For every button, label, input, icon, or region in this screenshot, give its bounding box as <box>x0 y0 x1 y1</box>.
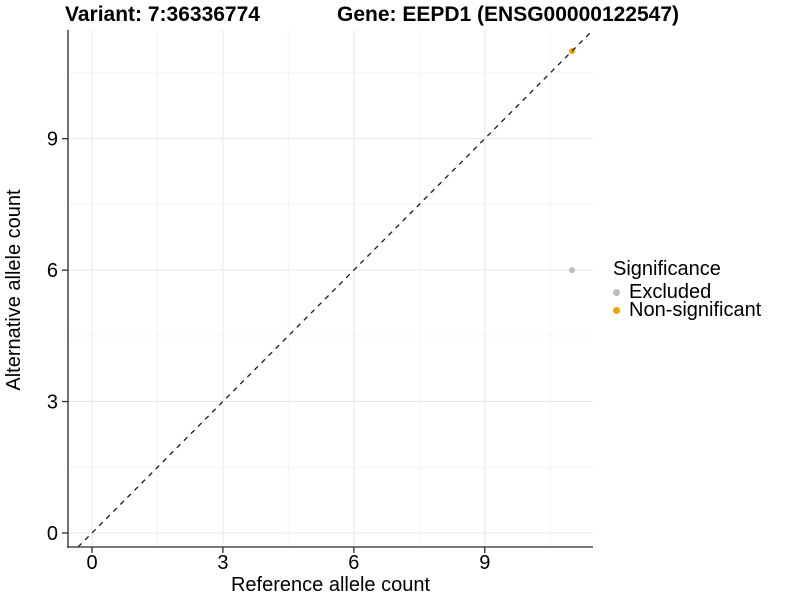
x-tick-label: 0 <box>86 552 97 574</box>
excluded-dot-icon <box>613 288 620 296</box>
legend-item-excluded: Excluded <box>613 280 761 303</box>
y-tick-label: 9 <box>47 129 58 151</box>
y-tick-label: 3 <box>47 392 58 414</box>
identity-line <box>77 29 594 548</box>
gene-title: Gene: EEPD1 (ENSG00000122547) <box>337 3 680 26</box>
y-axis-label: Alternative allele count <box>3 189 25 391</box>
legend-label-excluded: Excluded <box>629 280 712 303</box>
variant-title: Variant: 7:36336774 <box>65 3 260 26</box>
x-tick-label: 3 <box>217 552 228 574</box>
y-tick-label: 0 <box>47 523 58 545</box>
x-tick-label: 9 <box>479 552 490 574</box>
non-significant-dot-icon <box>613 306 620 314</box>
data-point-excluded <box>569 267 576 274</box>
legend-label-non-significant: Non-significant <box>629 298 762 321</box>
x-tick-label: 6 <box>348 552 359 574</box>
legend-item-non-significant: Non-significant <box>613 298 762 321</box>
y-tick-label: 6 <box>47 260 58 282</box>
legend: Significance Excluded Non-significant <box>613 258 762 321</box>
x-axis-label: Reference allele count <box>230 574 430 596</box>
legend-title: Significance <box>613 258 721 280</box>
